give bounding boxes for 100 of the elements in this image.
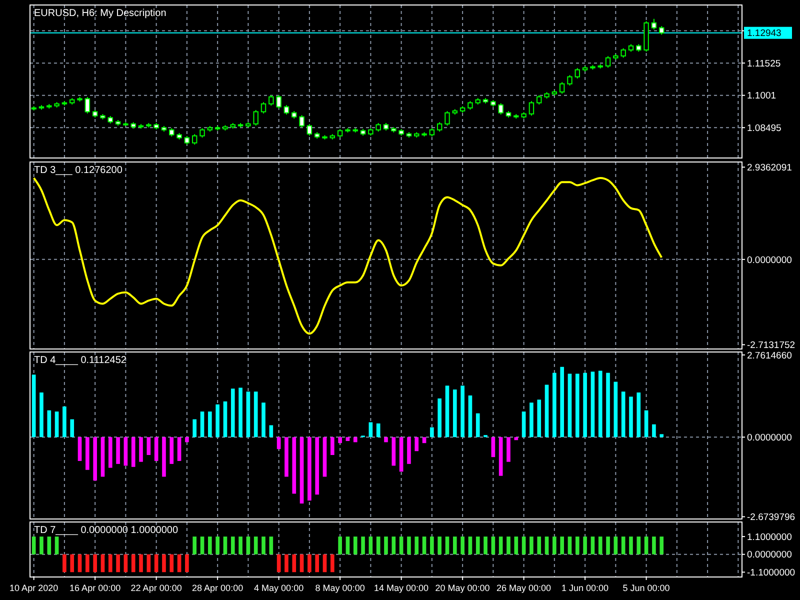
bar (47, 410, 52, 438)
bar (606, 372, 610, 438)
bar (537, 400, 542, 438)
bar (154, 437, 158, 461)
bar (131, 437, 136, 467)
bar (614, 382, 618, 438)
candlestick (444, 110, 450, 126)
bar (430, 427, 434, 438)
bar (590, 372, 595, 438)
candlestick (260, 102, 266, 114)
bar (116, 437, 120, 464)
candlestick (306, 124, 312, 136)
candlestick (651, 18, 657, 30)
bar (460, 386, 464, 438)
y-tick-label: 1.1001 (747, 90, 776, 102)
bar (162, 437, 166, 477)
bar (108, 437, 112, 468)
bar (246, 392, 250, 438)
bar (300, 437, 304, 504)
candlestick (574, 68, 580, 80)
bar (308, 437, 312, 501)
candlestick (436, 122, 442, 132)
y-tick-label: 0.0000000 (747, 432, 792, 444)
bar (498, 437, 503, 476)
bar (54, 412, 59, 438)
x-tick-label: 20 May 00:00 (435, 583, 490, 593)
x-tick-label: 1 Jun 00:00 (562, 583, 609, 593)
chart-title: TD 4____ 0.1112452 (34, 355, 127, 366)
x-tick-label: 4 May 00:00 (254, 583, 304, 593)
y-tick-label: -2.6739796 (747, 512, 796, 524)
bar (346, 437, 350, 442)
bar (93, 437, 97, 481)
candlestick (200, 128, 205, 138)
bar (583, 372, 587, 438)
candlestick (276, 94, 282, 110)
bar (70, 419, 74, 438)
bar (660, 434, 664, 438)
bar (445, 386, 450, 438)
bar (506, 437, 510, 462)
bar (238, 388, 242, 438)
candlestick (192, 134, 198, 146)
bar (414, 437, 419, 452)
bar (384, 437, 388, 442)
y-tick-label: 1.11525 (747, 58, 781, 70)
x-tick-label: 8 May 00:00 (315, 583, 365, 593)
line-series (32, 177, 663, 335)
bar (621, 392, 626, 438)
x-tick-label: 16 Apr 00:00 (70, 583, 121, 593)
bar (62, 406, 66, 438)
bar (269, 425, 274, 438)
bar (322, 437, 327, 477)
y-tick-label: -1.1000000 (747, 567, 796, 578)
x-tick-label: 26 May 00:00 (496, 583, 552, 593)
candlestick (536, 94, 542, 106)
bar (491, 437, 496, 458)
bar (575, 374, 580, 438)
bar (514, 437, 518, 440)
bar (407, 437, 411, 464)
bar (223, 401, 228, 438)
candlestick (498, 102, 504, 116)
bar (353, 437, 358, 442)
bar (315, 437, 320, 495)
bar (468, 395, 472, 438)
bar (338, 437, 342, 444)
bar (292, 437, 296, 494)
bar (32, 374, 36, 438)
x-tick-label: 5 Jun 00:00 (622, 583, 670, 593)
ref-line-label: 1.12943 (747, 28, 782, 40)
bar (552, 372, 556, 438)
bar (78, 437, 82, 461)
bar (560, 366, 564, 438)
bar (192, 419, 197, 438)
x-tick-label: 14 May 00:00 (374, 583, 429, 593)
bar (254, 392, 258, 438)
y-tick-label: 0.0000000 (747, 550, 792, 561)
y-tick-label: 1.08495 (747, 122, 782, 134)
candlestick (253, 110, 258, 126)
y-tick-label: 2.9362091 (747, 162, 792, 174)
bar (452, 390, 457, 438)
y-tick-label: 1.1000000 (747, 532, 792, 543)
bar (185, 437, 189, 442)
bar (200, 412, 204, 438)
bar (284, 437, 288, 477)
bar (276, 437, 281, 450)
bar (544, 384, 549, 438)
chart-title: TD 7____ 0.0000000 1.0000000 (34, 525, 178, 536)
bar (124, 437, 128, 466)
candlestick (567, 74, 572, 86)
candlestick (605, 56, 611, 68)
bar (330, 437, 334, 455)
candlestick (620, 48, 626, 58)
bar (652, 424, 656, 438)
bar (629, 396, 633, 438)
bar (644, 410, 648, 438)
y-tick-label: -2.7131752 (747, 340, 796, 352)
bar (598, 370, 602, 438)
bar (399, 437, 404, 472)
bar (40, 392, 44, 438)
bar (636, 392, 641, 438)
x-tick-label: 22 Apr 00:00 (130, 583, 182, 593)
